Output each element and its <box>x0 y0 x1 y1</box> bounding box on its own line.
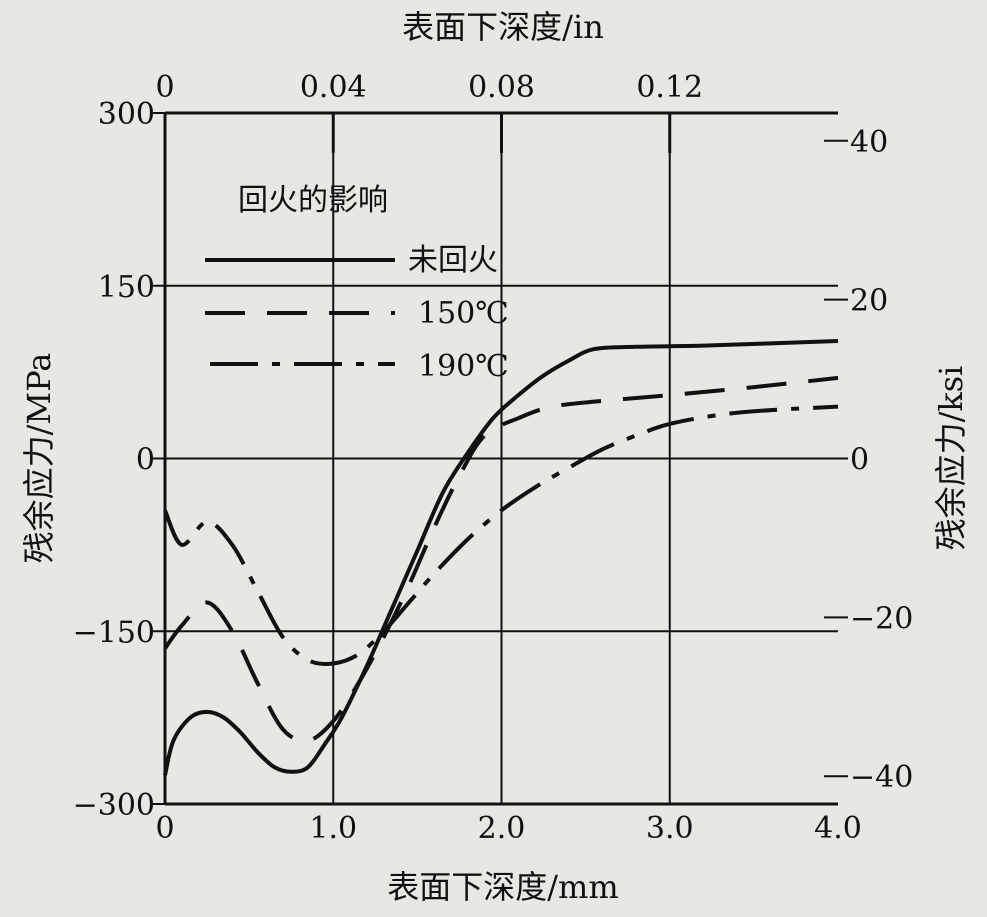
x-tick-label-bottom-1: 1.0 <box>309 811 357 846</box>
y-tick-label-left-1: 150 <box>98 270 155 305</box>
x-axis-title-top: 表面下深度/in <box>402 8 604 46</box>
y-tick-label-right-1: 20 <box>850 284 888 319</box>
y-tick-label-right-0: 40 <box>850 125 888 160</box>
y-axis-title-right: 残余应力/ksi <box>932 366 970 551</box>
data-series <box>163 339 839 776</box>
x-tick-label-bottom-0: 0 <box>155 811 174 846</box>
series-line-2 <box>163 404 839 666</box>
x-tick-label-bottom-4: 4.0 <box>814 811 862 846</box>
y-tick-label-left-3: −150 <box>73 615 155 650</box>
tick-marks <box>153 112 848 805</box>
x-tick-label-top-1: 0.04 <box>300 70 367 105</box>
y-tick-label-left-2: 0 <box>136 443 155 478</box>
x-axis-title-bottom: 表面下深度/mm <box>387 868 618 906</box>
y-tick-label-right-3: −20 <box>850 601 913 636</box>
x-tick-label-bottom-2: 2.0 <box>478 811 526 846</box>
y-tick-label-left-4: −300 <box>73 788 155 823</box>
legend-title: 回火的影响 <box>238 183 388 218</box>
series-line-0 <box>163 339 839 776</box>
x-tick-label-top-2: 0.08 <box>468 70 535 105</box>
y-tick-label-left-0: 300 <box>98 97 155 132</box>
x-tick-label-top-0: 0 <box>155 70 174 105</box>
legend: 回火的影响 未回火 150℃ 190℃ <box>205 183 509 384</box>
x-tick-label-bottom-3: 3.0 <box>646 811 694 846</box>
y-tick-label-right-4: −40 <box>850 760 913 795</box>
legend-label-190c: 190℃ <box>418 349 509 384</box>
y-axis-title-left: 残余应力/MPa <box>20 353 58 564</box>
legend-label-untempered: 未回火 <box>408 243 498 278</box>
legend-label-150c: 150℃ <box>418 296 509 331</box>
y-tick-label-right-2: 0 <box>850 443 869 478</box>
x-tick-label-top-3: 0.12 <box>636 70 703 105</box>
